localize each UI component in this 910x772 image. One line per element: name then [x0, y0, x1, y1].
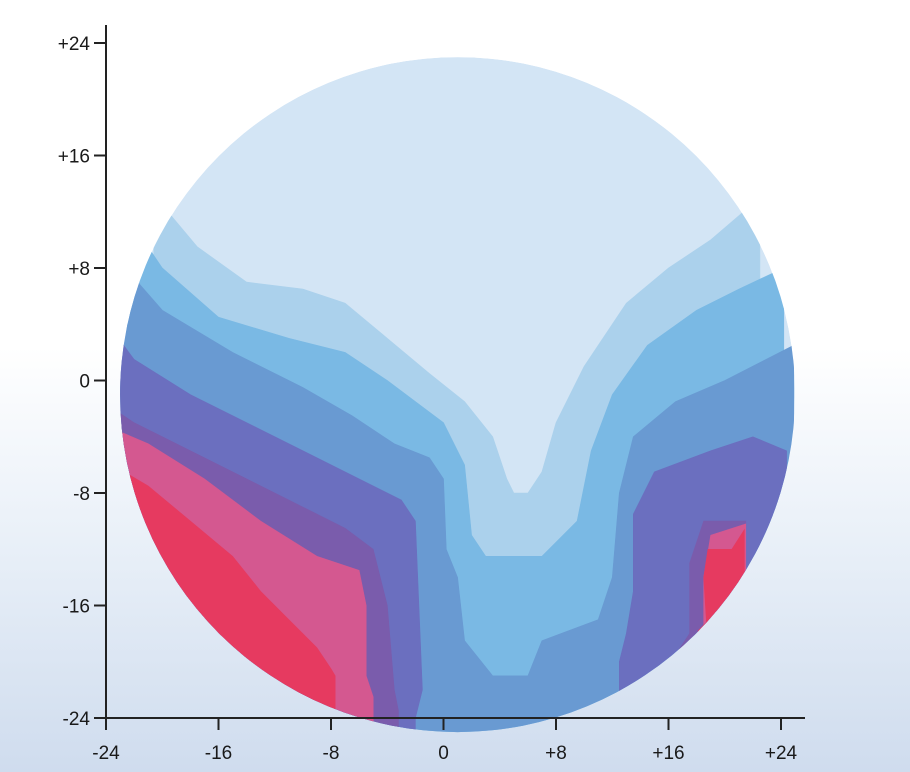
x-tick-label: +8 [545, 743, 567, 764]
y-tick-label: +8 [68, 259, 90, 280]
x-tick-label: 0 [438, 743, 449, 764]
y-tick-label: -16 [63, 597, 90, 618]
y-tick-label: +16 [58, 147, 90, 168]
x-tick-label: +16 [652, 743, 684, 764]
x-tick-label: -16 [205, 743, 232, 764]
axes: +24 +16 +8 0 -8 -16 -24-24 -16 -8 0 +8 +16 +24 [58, 25, 805, 764]
x-tick-label: +24 [765, 743, 798, 764]
x-tick-label: -24 [92, 743, 120, 764]
contour-field [120, 57, 796, 733]
y-tick-label: -8 [73, 484, 90, 505]
x-tick-label: -8 [323, 743, 340, 764]
y-tick-label: 0 [79, 372, 90, 393]
y-tick-label: -24 [63, 709, 91, 730]
y-tick-label: +24 [58, 34, 91, 55]
